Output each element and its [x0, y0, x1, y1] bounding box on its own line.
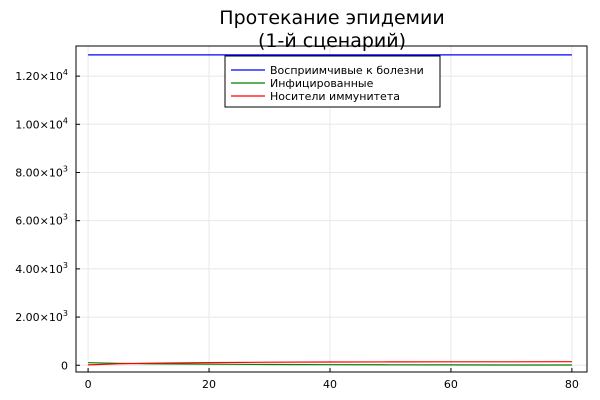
y-tick-label: 4.00×103 — [15, 261, 68, 276]
legend-box — [224, 55, 441, 108]
legend: Восприимчивые к болезниИнфицированныеНос… — [224, 55, 441, 108]
legend-label-2: Инфицированные — [270, 77, 374, 90]
y-tick-mantissa: 8.00×10 — [15, 166, 63, 179]
chart-title-line-2: (1-й сценарий) — [258, 30, 406, 52]
y-tick-label: 1.00×104 — [15, 116, 68, 131]
legend-label-3: Носители иммунитета — [270, 90, 400, 103]
x-axis-ticks: 0 20 40 60 80 — [85, 368, 579, 391]
y-tick-label: 1.20×104 — [15, 68, 68, 83]
y-tick-exponent: 3 — [63, 261, 68, 270]
x-tick-label: 20 — [202, 378, 216, 391]
y-tick-mantissa: 6.00×10 — [15, 215, 63, 228]
y-tick-exponent: 4 — [63, 116, 68, 125]
y-tick-exponent: 3 — [63, 309, 68, 318]
chart-title: Протекание эпидемии (1-й сценарий) — [219, 7, 444, 52]
y-tick-label: 6.00×103 — [15, 213, 68, 228]
y-tick-mantissa: 1.00×10 — [15, 118, 63, 131]
x-tick-label: 60 — [444, 378, 458, 391]
series-line-3 — [88, 361, 572, 366]
y-tick-label: 8.00×103 — [15, 164, 68, 179]
y-tick-mantissa: 4.00×10 — [15, 263, 63, 276]
y-tick-exponent: 3 — [63, 213, 68, 222]
x-tick-label: 0 — [85, 378, 92, 391]
series-lines — [88, 54, 572, 366]
y-tick-mantissa: 2.00×10 — [15, 311, 63, 324]
y-tick-mantissa: 0 — [61, 359, 68, 372]
x-tick-label: 40 — [323, 378, 337, 391]
plot-frame — [75, 45, 588, 373]
y-tick-exponent: 4 — [63, 68, 68, 77]
y-tick-mantissa: 1.20×10 — [15, 70, 63, 83]
y-axis-ticks: 02.00×1034.00×1036.00×1038.00×1031.00×10… — [15, 68, 80, 372]
y-tick-label: 0 — [61, 359, 68, 372]
y-tick-label: 2.00×103 — [15, 309, 68, 324]
y-tick-exponent: 3 — [63, 164, 68, 173]
chart-title-line-1: Протекание эпидемии — [219, 7, 444, 29]
legend-label-1: Восприимчивые к болезни — [270, 64, 424, 77]
x-tick-label: 80 — [565, 378, 579, 391]
